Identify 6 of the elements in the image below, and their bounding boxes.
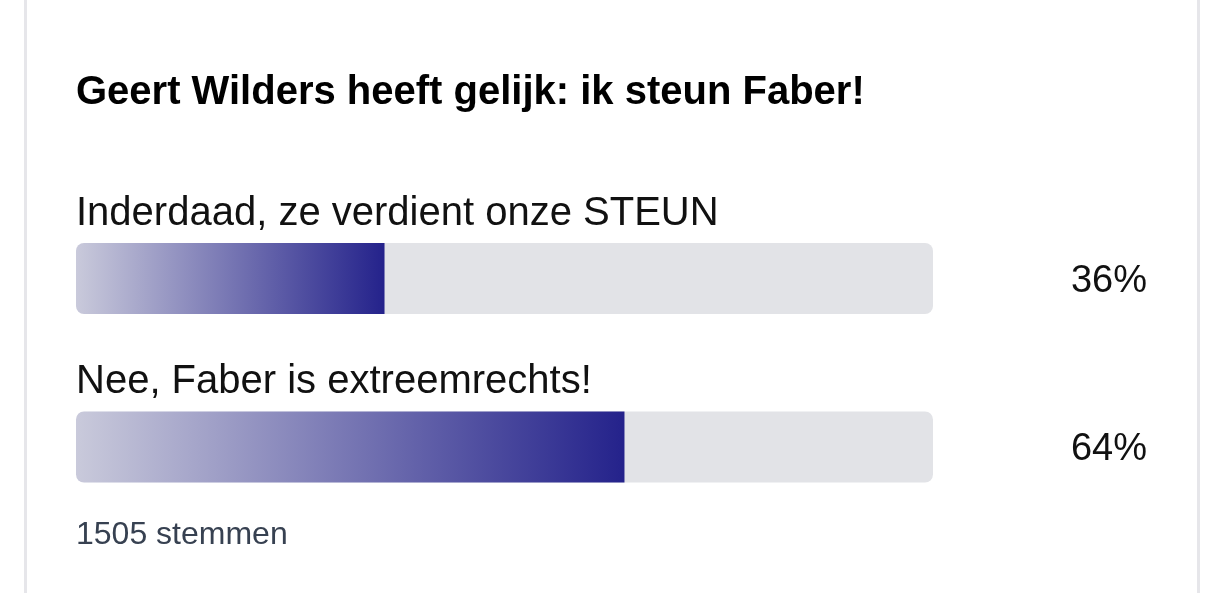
chart-title: Geert Wilders heeft gelijk: ik steun Faber! <box>76 68 865 112</box>
data-label: 36% <box>1070 257 1147 300</box>
text: 1505 stemmen <box>76 515 288 551</box>
y-tick-label: Inderdaad, ze verdient onze STEUN <box>76 188 719 233</box>
y-tick-label: Nee, Faber is extreemrechts! <box>76 357 592 402</box>
data-label: 64% <box>1070 426 1147 469</box>
